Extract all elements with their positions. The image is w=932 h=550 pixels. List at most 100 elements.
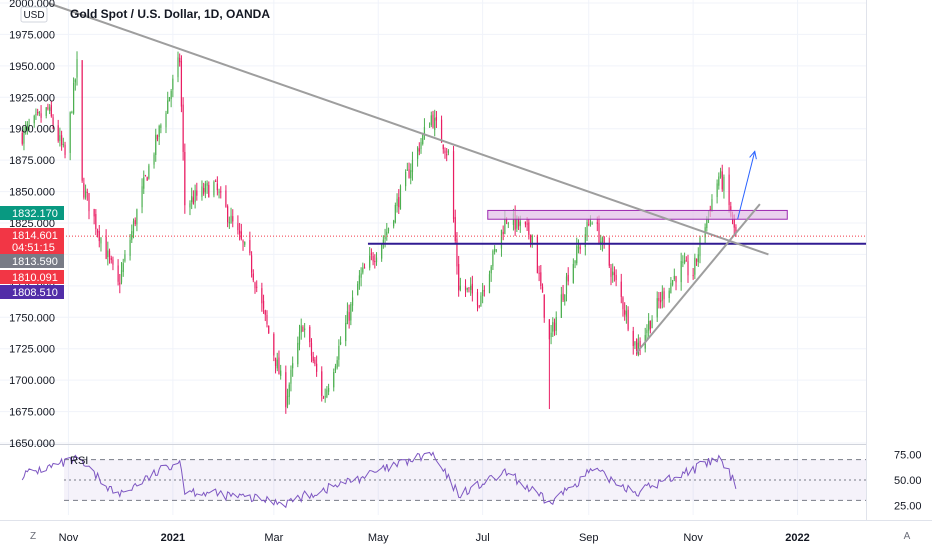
candle-body (639, 340, 641, 347)
candle-body (360, 273, 362, 278)
candle-body (230, 215, 232, 224)
candle-body (129, 239, 131, 256)
candle-body (440, 119, 443, 143)
candle-body (550, 332, 552, 337)
candle-body (314, 359, 316, 364)
candle-body (719, 171, 722, 177)
price-tick-label: 1725.000 (9, 344, 55, 356)
candle-body (292, 363, 294, 369)
candle-body (321, 371, 323, 396)
candle-body (38, 112, 40, 114)
candle-body (410, 170, 412, 179)
rsi-tick-label: 75.00 (894, 450, 922, 462)
candle-body (158, 125, 160, 137)
candle-body (297, 342, 299, 365)
price-tick-label: 1675.000 (9, 407, 55, 419)
rsi-tick-label: 50.00 (894, 475, 922, 487)
candle-body (86, 191, 88, 193)
candle-body (143, 177, 145, 189)
candle-body (538, 272, 540, 274)
candle-body (428, 126, 431, 128)
candle-body (504, 218, 506, 234)
price-axis[interactable]: 2000.000 1975.000 1950.000 1925.000 1900.000… (9, 0, 55, 450)
candle-body (180, 61, 183, 107)
candle-body (69, 112, 71, 153)
candle-body (514, 211, 516, 230)
candle-body (733, 214, 735, 228)
candle-body (576, 245, 578, 264)
price-tag (0, 270, 64, 284)
candle-body (591, 223, 593, 225)
candle-body (394, 204, 396, 223)
candle-body (574, 260, 576, 264)
price-tick-label: 1875.000 (9, 155, 55, 167)
time-tick-label: 2022 (785, 532, 809, 544)
candle-body (483, 290, 485, 292)
candle-body (177, 57, 179, 78)
candle-body (172, 78, 174, 90)
candle-body (444, 150, 446, 154)
resistance-zone (487, 209, 788, 220)
candle-body (285, 372, 287, 408)
candle-body (553, 322, 556, 332)
candle-body (192, 197, 194, 204)
time-axis[interactable]: Nov 2021 Mar May Jul Sep Nov 2022 (59, 532, 810, 544)
price-tick-label: 1900.000 (9, 124, 55, 136)
candle-body (603, 237, 605, 245)
price-tag (0, 254, 64, 268)
candle-body (480, 295, 482, 307)
candle-body (675, 276, 677, 283)
candle-body (434, 117, 436, 130)
candle-body (447, 150, 450, 153)
candle-body (683, 260, 686, 263)
candle-body (49, 107, 51, 112)
candle-body (406, 169, 408, 171)
currency-button[interactable] (20, 6, 48, 23)
candle-body (328, 388, 330, 392)
candle-body (564, 294, 566, 302)
candle-body (721, 171, 723, 190)
candle-body (661, 291, 663, 301)
candle-body (167, 100, 169, 114)
candle-body (656, 298, 658, 318)
candle-body (189, 203, 191, 208)
candle-body (363, 267, 366, 269)
candle-body (470, 285, 472, 291)
timezone-button[interactable]: Z (29, 531, 37, 542)
candle-body (237, 223, 239, 231)
candle-body (488, 274, 491, 293)
candle-body (381, 244, 383, 259)
candle-body (350, 304, 352, 321)
ascending-trendline (635, 203, 761, 354)
candle-body (156, 135, 159, 140)
candle-body (468, 287, 470, 289)
candle-body (26, 124, 28, 129)
candle-body (96, 230, 99, 233)
candle-body (266, 314, 268, 324)
candle-body (240, 231, 242, 239)
chart-drawings[interactable] (0, 2, 866, 354)
candle-body (262, 300, 265, 309)
candle-body (548, 319, 550, 340)
candle-body (95, 214, 97, 230)
candle-body (531, 235, 533, 244)
price-tick-label: 1825.000 (9, 218, 55, 230)
candle-body (649, 320, 651, 330)
candle-body (670, 282, 672, 293)
candle-body (351, 297, 354, 306)
candle-body (45, 107, 47, 116)
candle-body (634, 341, 636, 346)
candle-body (122, 263, 124, 272)
candle-body (615, 274, 617, 281)
price-tick-label: 1700.000 (9, 375, 55, 387)
candle-body (382, 239, 384, 244)
candle-body (516, 216, 518, 229)
auto-scale-button[interactable]: A (903, 531, 911, 542)
candle-body (524, 221, 527, 225)
price-tag-label: 1810.091 (12, 272, 58, 284)
candle-body (612, 271, 614, 276)
candle-body (203, 188, 205, 194)
candle-body (339, 342, 342, 345)
candle-body (399, 186, 402, 210)
